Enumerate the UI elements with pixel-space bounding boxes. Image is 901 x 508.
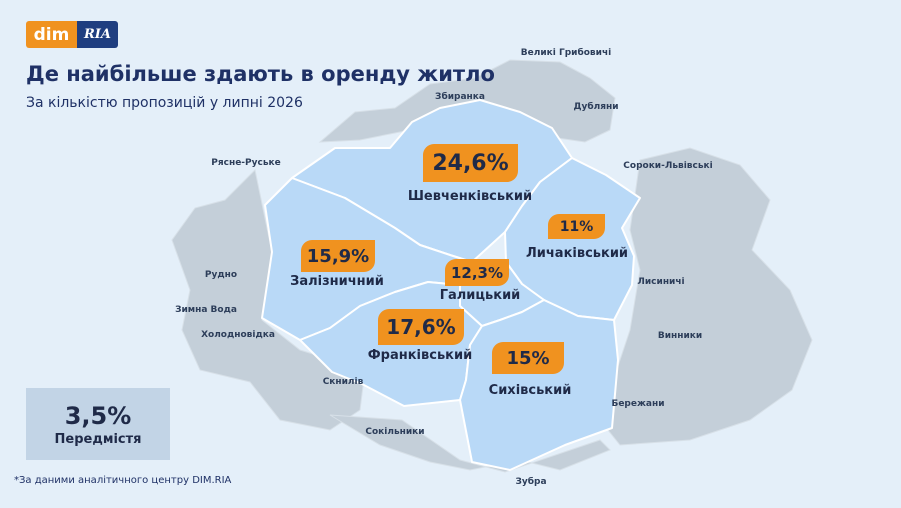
suburb-label: Холодновідка: [201, 330, 275, 340]
page-title: Де найбільше здають в оренду житло: [26, 62, 495, 86]
logo-ria: RIA: [77, 21, 118, 48]
suburb-label: Зубра: [515, 477, 547, 487]
suburbs-share-label: Передмістя: [54, 431, 142, 447]
district-name: Франківський: [367, 348, 473, 363]
district-name: Галицький: [439, 288, 521, 303]
suburb-label: Рясне-Руське: [211, 158, 281, 168]
district-name: Шевченківський: [407, 189, 533, 204]
suburb-area-south: [329, 414, 611, 473]
suburb-label: Дубляни: [573, 102, 619, 112]
suburb-label: Рудно: [204, 270, 238, 280]
district-share-badge: 15,9%: [301, 240, 375, 272]
suburb-label: Збиранка: [435, 92, 485, 102]
suburb-label: Сороки-Львівські: [623, 161, 713, 171]
district-name: Сихівський: [488, 383, 572, 398]
suburb-label: Зимна Вода: [175, 305, 237, 315]
suburbs-share-box: 3,5% Передмістя: [26, 388, 170, 460]
district-share-badge: 24,6%: [423, 144, 518, 182]
suburb-label: Великі Грибовичі: [520, 48, 612, 58]
dimria-logo: dim RIA: [26, 21, 118, 48]
source-footnote: *За даними аналітичного центру DIM.RIA: [14, 475, 232, 486]
logo-dim: dim: [26, 21, 77, 48]
suburb-area-east: [599, 147, 813, 446]
page-subtitle: За кількістю пропозицій у липні 2026: [26, 95, 303, 111]
suburb-area-west: [171, 168, 366, 431]
district-share-badge: 12,3%: [445, 259, 509, 286]
district-name: Залізничний: [290, 274, 384, 289]
district-share-badge: 11%: [548, 214, 605, 239]
suburbs-share-value: 3,5%: [64, 401, 132, 430]
district-share-badge: 17,6%: [378, 309, 464, 345]
district-name: Личаківський: [525, 246, 629, 261]
suburb-label: Сокільники: [365, 427, 425, 437]
suburb-label: Винники: [657, 331, 703, 341]
suburb-label: Бережани: [611, 399, 665, 409]
suburb-label: Лисиничі: [637, 277, 685, 287]
district-share-badge: 15%: [492, 342, 564, 374]
suburb-label: Скнилів: [322, 377, 364, 387]
